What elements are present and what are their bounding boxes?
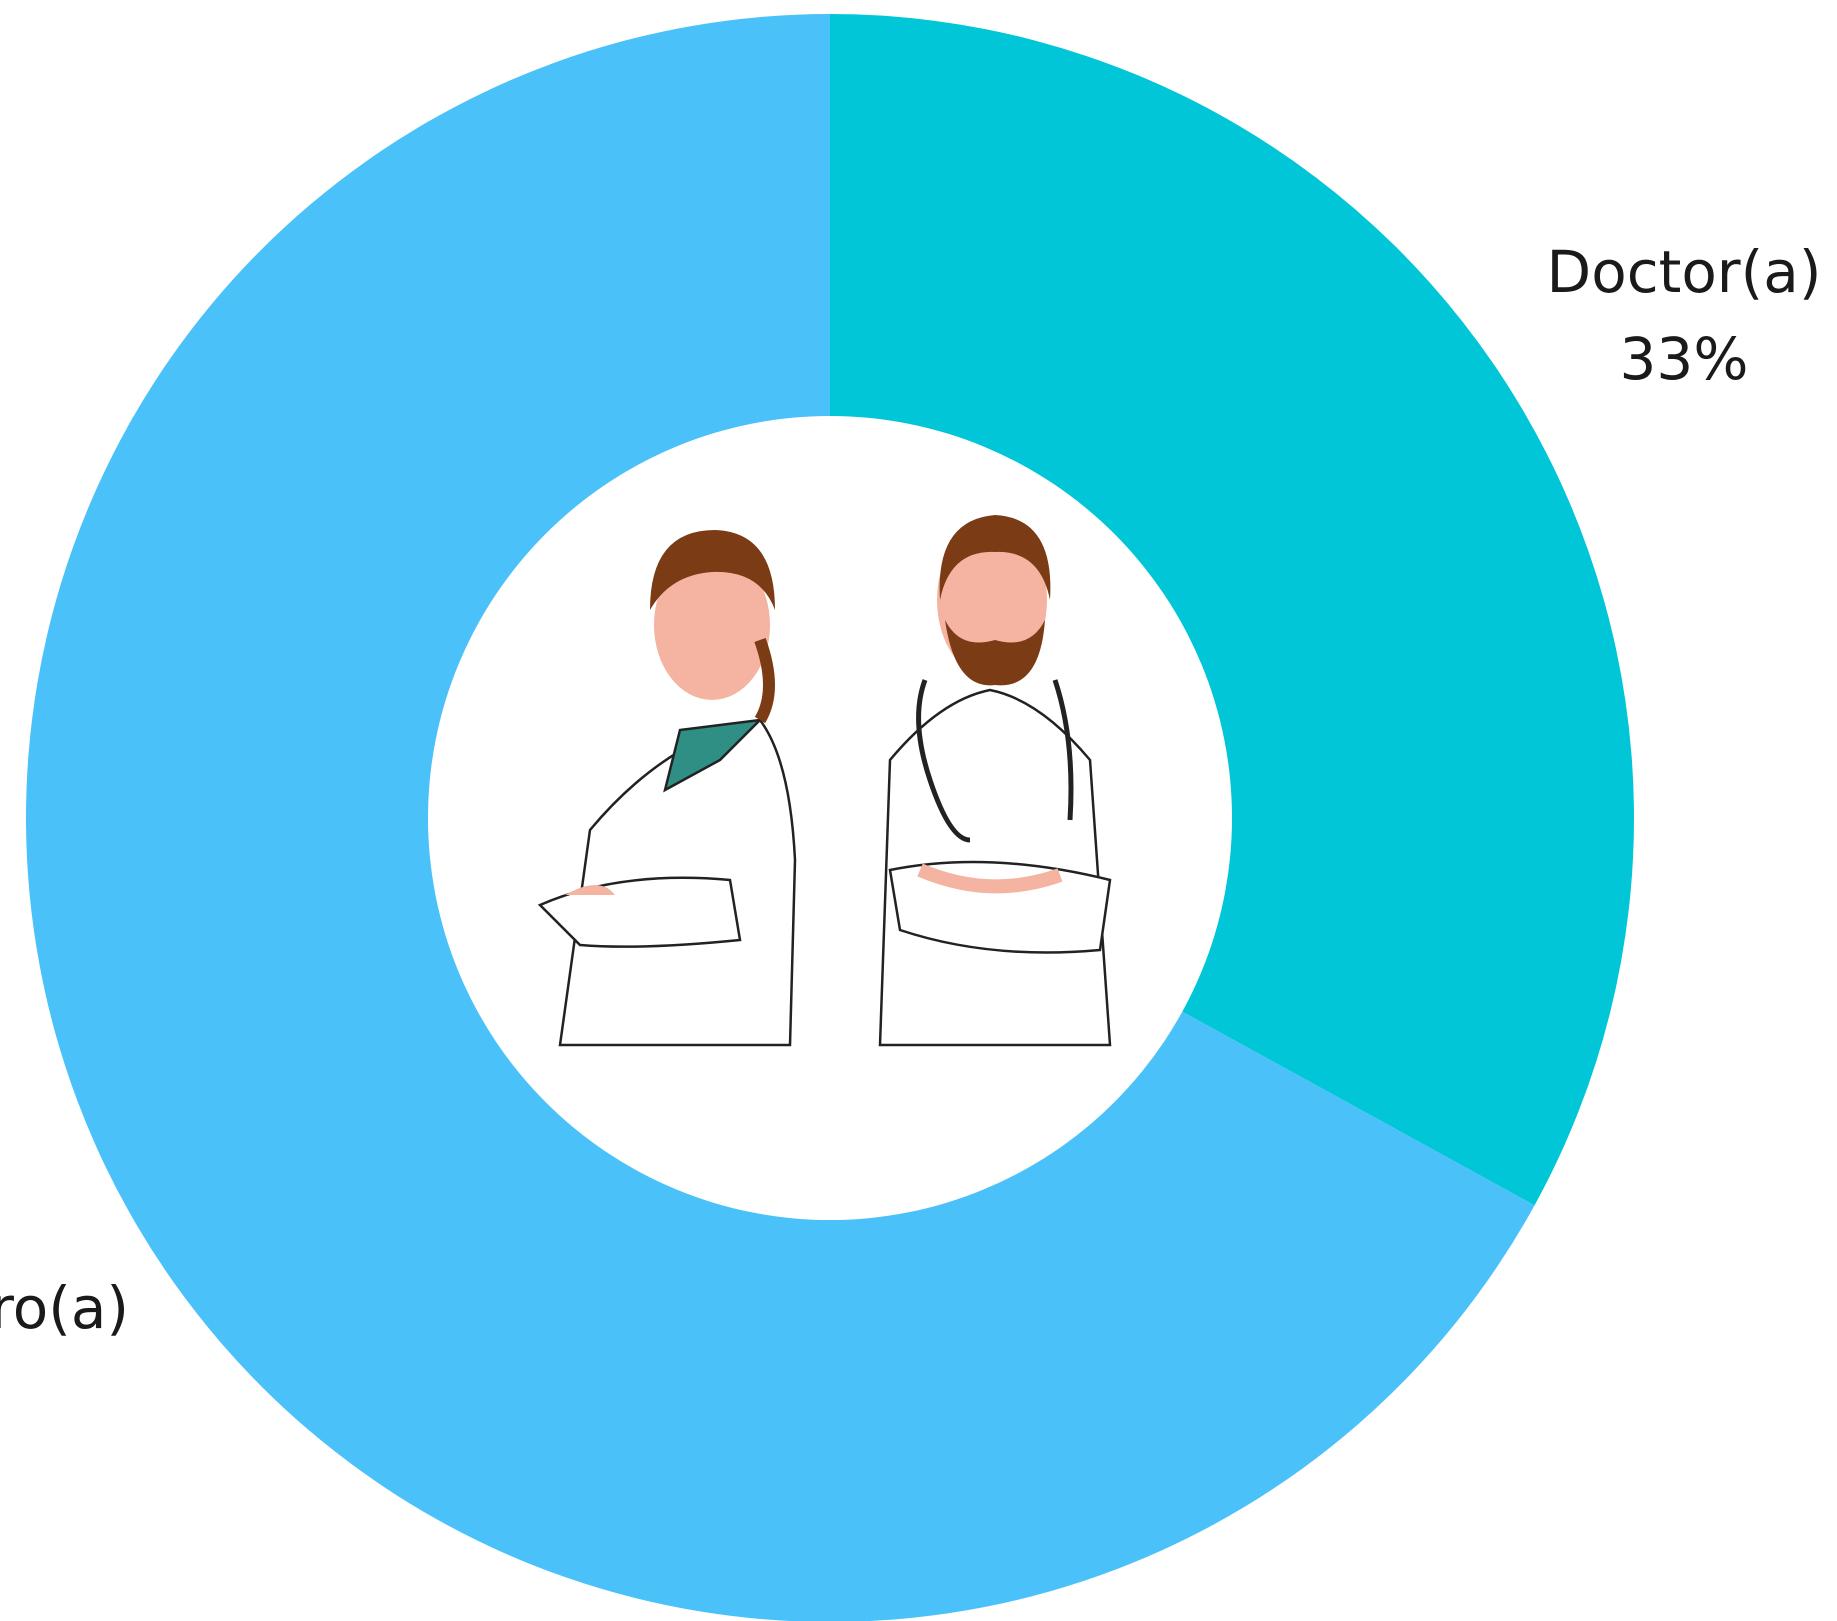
slice-value-label: 33%	[1620, 325, 1749, 393]
labels: Doctor(a) 33% ro(a)	[0, 238, 1821, 1342]
illustration	[537, 515, 1112, 1047]
slice-label: ro(a)	[0, 1274, 129, 1342]
donut-hole	[428, 416, 1232, 1220]
slice-label: Doctor(a)	[1547, 238, 1822, 306]
